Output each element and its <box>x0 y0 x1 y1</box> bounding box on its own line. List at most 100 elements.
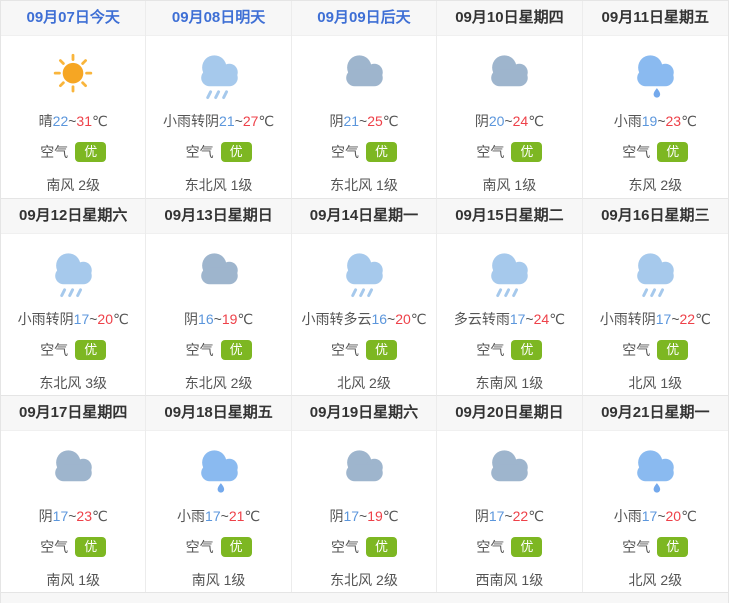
air-quality-row: 空气 优 <box>331 340 397 360</box>
forecast-day-cell[interactable]: 09月10日星期四 <box>437 1 583 198</box>
air-quality-row: 空气 优 <box>622 537 689 557</box>
weather-summary: 小雨17~21℃ <box>177 506 260 526</box>
forecast-day-cell[interactable]: 09月16日星期三 <box>582 198 728 395</box>
forecast-day-cell[interactable]: 09月07日今天 <box>1 1 147 198</box>
air-quality-badge: 优 <box>75 340 107 360</box>
weather-icon <box>625 44 685 106</box>
air-quality-row: 空气 优 <box>40 537 107 557</box>
low-temperature: 17 <box>641 508 658 524</box>
high-temperature: 24 <box>533 311 550 327</box>
forecast-day-cell[interactable]: 09月13日星期日 <box>146 198 292 395</box>
low-temperature: 17 <box>52 508 69 524</box>
range-separator: ~ <box>359 508 368 524</box>
cloud-icon <box>200 253 238 285</box>
forecast-day-cell[interactable]: 09月09日后天 <box>291 1 438 198</box>
weather-summary: 小雨17~20℃ <box>614 506 697 526</box>
range-separator: ~ <box>525 311 534 327</box>
air-quality-badge: 优 <box>75 142 107 162</box>
air-quality-label: 空气 <box>40 144 69 160</box>
temperature-unit: ℃ <box>258 113 275 129</box>
air-quality-row: 空气 优 <box>331 142 397 162</box>
weather-summary: 阴17~22℃ <box>475 506 544 526</box>
weather-icon <box>43 44 103 106</box>
air-quality-label: 空气 <box>476 342 505 358</box>
forecast-day-cell[interactable]: 09月08日明天 <box>146 1 292 198</box>
temperature-unit: ℃ <box>382 508 399 524</box>
weather-icon <box>189 242 249 304</box>
date-header: 09月15日星期二 <box>437 199 582 234</box>
cloud-icon <box>491 253 529 285</box>
wind-info: 东北风 1级 <box>184 177 253 193</box>
low-temperature: 17 <box>488 508 505 524</box>
cloud-icon <box>346 450 383 482</box>
temperature-unit: ℃ <box>237 311 254 327</box>
air-quality-row: 空气 优 <box>476 537 543 557</box>
high-temperature: 19 <box>221 311 238 327</box>
weather-condition: 小雨转阴 <box>17 311 74 327</box>
cloud-icon <box>491 55 529 87</box>
weather-condition: 晴 <box>38 113 53 129</box>
weather-condition: 小雨 <box>613 113 642 129</box>
forecast-day-cell[interactable]: 09月17日星期四 <box>1 395 147 592</box>
raindrops-icon <box>642 288 665 297</box>
air-quality-row: 空气 优 <box>622 142 689 162</box>
forecast-day-cell[interactable]: 09月15日星期二 <box>437 198 583 395</box>
high-temperature: 20 <box>665 508 682 524</box>
forecast-day-cell[interactable]: 09月12日星期六 <box>1 198 147 395</box>
range-separator: ~ <box>234 113 243 129</box>
air-quality-label: 空气 <box>330 144 359 160</box>
air-quality-row: 空气 优 <box>186 340 252 360</box>
weather-condition: 小雨转多云 <box>301 311 372 327</box>
raindrop-icon <box>653 483 661 493</box>
raindrops-icon <box>205 90 228 99</box>
air-quality-row: 空气 优 <box>476 340 543 360</box>
wind-info: 东北风 3级 <box>39 375 108 391</box>
date-header: 09月18日星期五 <box>146 396 291 431</box>
forecast-day-cell[interactable]: 09月11日星期五 <box>582 1 728 198</box>
wind-info: 东北风 2级 <box>184 375 253 391</box>
weather-condition: 阴 <box>184 311 199 327</box>
weather-icon <box>189 44 249 106</box>
high-temperature: 23 <box>76 508 92 524</box>
air-quality-label: 空气 <box>330 342 359 358</box>
forecast-day-cell[interactable]: 09月21日星期一 <box>582 395 728 592</box>
raindrop-icon <box>217 483 224 493</box>
wind-info: 南风 1级 <box>46 572 101 588</box>
raindrops-icon <box>351 288 373 297</box>
date-header: 09月11日星期五 <box>582 1 728 36</box>
forecast-day-cell[interactable]: 09月19日星期六 <box>291 395 438 592</box>
high-temperature: 19 <box>367 508 383 524</box>
weather-condition: 阴 <box>329 113 344 129</box>
air-quality-row: 空气 优 <box>476 142 543 162</box>
air-quality-badge: 优 <box>365 537 397 557</box>
air-quality-badge: 优 <box>511 142 543 162</box>
range-separator: ~ <box>359 113 368 129</box>
wind-info: 南风 2级 <box>46 177 101 193</box>
weather-condition: 小雨转阴 <box>163 113 220 129</box>
weather-summary: 阴17~23℃ <box>39 506 108 526</box>
wind-info: 北风 1级 <box>628 375 683 391</box>
weather-summary: 小雨转阴17~22℃ <box>600 309 711 329</box>
weather-summary: 阴17~19℃ <box>329 506 398 526</box>
range-separator: ~ <box>220 508 229 524</box>
high-temperature: 31 <box>76 113 92 129</box>
weather-condition: 阴 <box>329 508 344 524</box>
cloud-icon <box>346 55 383 87</box>
cloud-icon <box>200 450 238 482</box>
air-quality-row: 空气 优 <box>186 537 252 557</box>
forecast-day-cell[interactable]: 09月20日星期日 <box>437 395 583 592</box>
air-quality-badge: 优 <box>220 340 252 360</box>
range-separator: ~ <box>504 113 513 129</box>
air-quality-badge: 优 <box>365 142 397 162</box>
forecast-day-cell[interactable]: 09月18日星期五 <box>146 395 292 592</box>
weather-condition: 阴 <box>474 508 489 524</box>
weather-icon <box>334 242 394 304</box>
forecast-day-cell[interactable]: 09月14日星期一 <box>291 198 438 395</box>
range-separator: ~ <box>504 508 513 524</box>
date-header: 09月17日星期四 <box>1 396 146 431</box>
date-header: 09月20日星期日 <box>437 396 582 431</box>
high-temperature: 23 <box>665 113 682 129</box>
temperature-unit: ℃ <box>92 113 108 129</box>
temperature-unit: ℃ <box>681 113 697 129</box>
date-header: 09月21日星期一 <box>582 396 728 431</box>
